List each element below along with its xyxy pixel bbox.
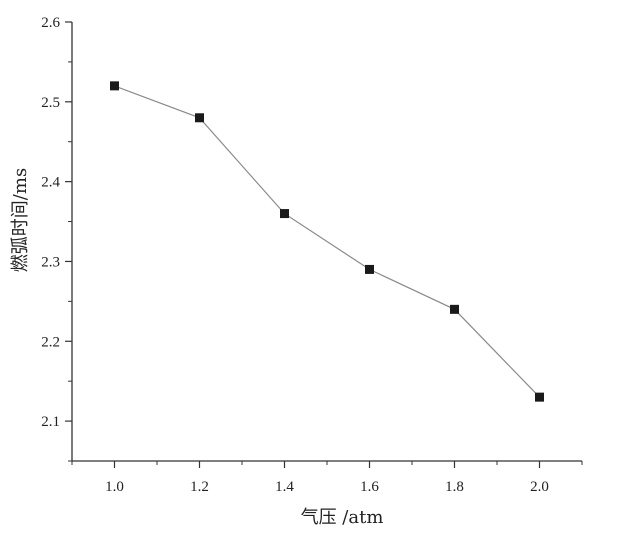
x-tick-label: 1.6 bbox=[360, 479, 379, 495]
data-point bbox=[535, 392, 544, 402]
y-tick-label: 2.6 bbox=[41, 15, 60, 31]
y-axis-title: 燃弧时间/ms bbox=[10, 168, 31, 272]
data-point bbox=[450, 304, 459, 314]
data-point bbox=[280, 209, 289, 219]
data-point bbox=[195, 113, 204, 123]
x-tick-label: 1.8 bbox=[445, 479, 464, 495]
x-tick-label: 2.0 bbox=[530, 479, 549, 495]
series-layer bbox=[110, 81, 544, 402]
y-tick-label: 2.4 bbox=[41, 175, 60, 191]
data-point bbox=[110, 81, 119, 91]
x-tick-label: 1.2 bbox=[190, 479, 209, 495]
x-tick-label: 1.0 bbox=[105, 479, 124, 495]
y-tick-label: 2.1 bbox=[41, 414, 60, 430]
x-axis-ticks: 1.0 1.2 1.4 1.6 1.8 2.0 bbox=[71, 461, 583, 495]
data-point bbox=[365, 264, 374, 274]
x-axis-title: 气压 /atm bbox=[301, 507, 384, 528]
y-tick-label: 2.5 bbox=[41, 95, 60, 111]
series-line bbox=[114, 85, 540, 398]
y-tick-label: 2.2 bbox=[41, 334, 60, 350]
y-axis-ticks: 2.1 2.2 2.3 2.4 2.5 2.6 bbox=[41, 15, 72, 462]
y-tick-label: 2.3 bbox=[41, 254, 60, 270]
x-tick-label: 1.4 bbox=[275, 479, 294, 495]
